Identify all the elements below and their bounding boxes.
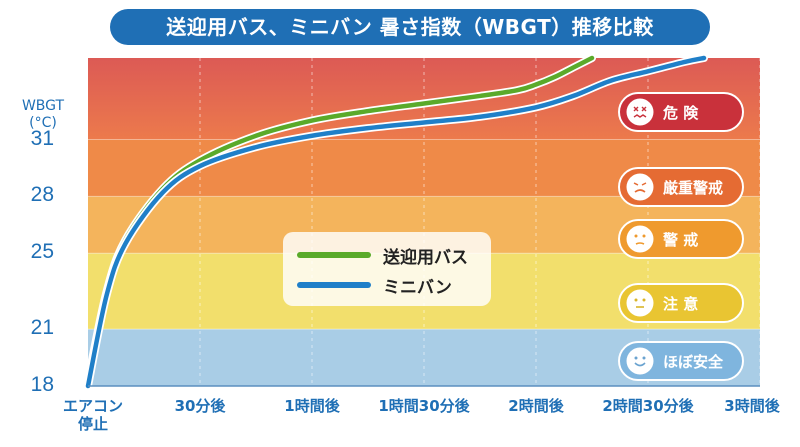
legend-item-minivan: ミニバン [297, 272, 452, 298]
y-tick-label: 21 [30, 316, 54, 340]
y-axis-label-line2: (°C) [29, 115, 57, 131]
zone-badge-label: ほぼ安全 [663, 352, 724, 371]
zone-badge: 危 険 [618, 92, 744, 132]
x-tick-label: 2時間30分後 [602, 397, 694, 415]
chart-title: 送迎用バス、ミニバン 暑さ指数（WBGT）推移比較 [110, 9, 710, 45]
x-tick-label: 30分後 [174, 397, 226, 415]
y-tick-label: 18 [30, 373, 54, 396]
legend-label-bus: 送迎用バス [383, 247, 468, 268]
legend-swatch-bus [297, 252, 371, 258]
zone-badge-label: 警 戒 [663, 230, 699, 249]
x-tick-label: 1時間30分後 [378, 397, 470, 415]
x-tick-label: エアコン 停止 [62, 397, 124, 433]
safe-face-icon [626, 347, 654, 375]
danger-face-icon [626, 98, 654, 126]
zone-badge-label: 危 険 [663, 103, 699, 122]
legend-label-minivan: ミニバン [383, 277, 452, 298]
x-tick-label: 1時間後 [284, 397, 340, 415]
severe-face-icon [626, 173, 654, 201]
y-tick-label: 31 [30, 126, 54, 150]
legend-item-bus: 送迎用バス [297, 242, 468, 268]
y-tick-label: 25 [30, 240, 54, 264]
warning-face-icon [626, 225, 654, 253]
legend: 送迎用バス ミニバン [283, 232, 491, 306]
zone-badge: 厳重警戒 [618, 167, 744, 207]
y-axis-label: WBGT (°C) [18, 98, 68, 132]
y-tick-label: 28 [30, 183, 54, 207]
series-line-minivan [85, 55, 707, 389]
zone-badge: ほぼ安全 [618, 341, 744, 381]
zone-badge-label: 厳重警戒 [663, 178, 724, 197]
legend-swatch-minivan [297, 282, 371, 288]
zone-badge: 注 意 [618, 283, 744, 323]
x-tick-label: 3時間後 [724, 397, 780, 415]
y-axis-label-line1: WBGT [21, 98, 65, 114]
zone-badge-label: 注 意 [663, 294, 699, 313]
x-tick-label: 2時間後 [508, 397, 564, 415]
zone-badge: 警 戒 [618, 219, 744, 259]
series-lines [84, 54, 708, 390]
caution-face-icon [626, 289, 654, 317]
